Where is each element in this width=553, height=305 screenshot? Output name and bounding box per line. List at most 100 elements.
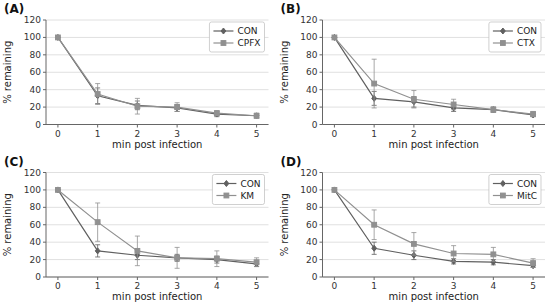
error-bar bbox=[372, 210, 377, 240]
error-bar-cap bbox=[411, 259, 416, 260]
grid-line bbox=[323, 89, 546, 90]
tick-label: 120 bbox=[24, 15, 41, 25]
legend-marker bbox=[221, 28, 226, 34]
point bbox=[175, 255, 180, 260]
tick-label: 0 bbox=[312, 272, 318, 282]
tick-label: 3 bbox=[174, 129, 180, 139]
error-bar-cap bbox=[95, 202, 100, 203]
error-bar bbox=[95, 84, 100, 105]
error-bar bbox=[254, 114, 259, 117]
error-bar bbox=[531, 259, 536, 268]
grid-line bbox=[46, 72, 269, 73]
error-bar-cap bbox=[531, 258, 536, 259]
error-bar-cap bbox=[95, 244, 100, 245]
panel: 020406080100120012345min post infection%… bbox=[2, 2, 269, 150]
panel-label: (B) bbox=[281, 2, 301, 16]
error-bar bbox=[254, 258, 259, 267]
error-bar-cap bbox=[175, 102, 180, 103]
point bbox=[451, 102, 456, 107]
grid-line bbox=[46, 20, 269, 21]
tick-label: 3 bbox=[174, 281, 180, 291]
error-bar-cap bbox=[372, 209, 377, 210]
y-axis bbox=[322, 173, 323, 278]
tick-label: 100 bbox=[300, 32, 317, 42]
error-bar-cap bbox=[411, 107, 416, 108]
tick-label: 4 bbox=[214, 281, 220, 291]
error-bar bbox=[491, 107, 496, 112]
legend: CONKM bbox=[212, 175, 264, 205]
grid-line bbox=[323, 20, 546, 21]
y-axis bbox=[46, 173, 47, 278]
y-axis-label: % remaining bbox=[2, 41, 13, 104]
tick-label: 0 bbox=[35, 272, 41, 282]
point bbox=[491, 252, 496, 257]
tick-label: 2 bbox=[411, 129, 417, 139]
grid-line bbox=[323, 72, 546, 73]
tick-label: 60 bbox=[306, 67, 318, 77]
error-bar bbox=[372, 242, 377, 254]
tick-label: 40 bbox=[306, 85, 318, 95]
x-axis bbox=[46, 124, 269, 125]
panel-label: (A) bbox=[4, 2, 24, 16]
point bbox=[175, 255, 180, 261]
point bbox=[491, 107, 496, 112]
tick-label: 3 bbox=[451, 281, 457, 291]
error-bar-cap bbox=[411, 90, 416, 91]
grid-line bbox=[323, 277, 546, 278]
legend-marker bbox=[224, 193, 229, 198]
error-bar bbox=[135, 98, 140, 114]
y-axis-label: % remaining bbox=[279, 41, 290, 104]
point bbox=[451, 251, 456, 256]
tick-label: 0 bbox=[55, 129, 61, 139]
tick-label: 120 bbox=[300, 15, 317, 25]
error-bar-cap bbox=[372, 239, 377, 240]
legend-marker bbox=[500, 28, 505, 34]
error-bar-cap bbox=[214, 266, 219, 267]
tick-label: 20 bbox=[30, 255, 42, 265]
tick-label: 1 bbox=[371, 129, 377, 139]
error-bar bbox=[95, 245, 100, 257]
error-bar bbox=[491, 107, 496, 112]
legend: CONCTX bbox=[489, 22, 541, 52]
legend-label: CON bbox=[240, 179, 260, 189]
legend-label: CON bbox=[517, 179, 537, 189]
error-bar-cap bbox=[95, 241, 100, 242]
tick-label: 80 bbox=[30, 202, 42, 212]
grid-line bbox=[323, 172, 546, 173]
tick-label: 20 bbox=[306, 102, 318, 112]
error-bar-cap bbox=[135, 114, 140, 115]
point bbox=[332, 34, 337, 40]
point bbox=[332, 188, 337, 193]
legend-label: CTX bbox=[517, 38, 535, 48]
error-bar-cap bbox=[175, 268, 180, 269]
point bbox=[372, 222, 377, 227]
point bbox=[135, 248, 140, 253]
error-bar bbox=[451, 246, 456, 262]
tick-label: 5 bbox=[254, 281, 260, 291]
error-bar bbox=[491, 247, 496, 261]
panel: 020406080100120012345min post infection%… bbox=[279, 2, 546, 150]
tick-label: 100 bbox=[300, 185, 317, 195]
error-bar-cap bbox=[175, 111, 180, 112]
error-bar-cap bbox=[254, 257, 259, 258]
point bbox=[135, 104, 140, 109]
point bbox=[332, 187, 337, 193]
error-bar bbox=[95, 203, 100, 241]
error-bar-cap bbox=[451, 261, 456, 262]
tick-label: 80 bbox=[30, 50, 42, 60]
panel: 020406080100120012345min post infection%… bbox=[279, 155, 546, 303]
tick-label: 5 bbox=[530, 281, 536, 291]
error-bar bbox=[214, 111, 219, 116]
tick-label: 1 bbox=[371, 281, 377, 291]
tick-label: 0 bbox=[332, 129, 338, 139]
tick-label: 100 bbox=[24, 185, 41, 195]
grid-line bbox=[323, 107, 546, 108]
error-bar bbox=[254, 113, 259, 118]
error-bar-cap bbox=[254, 266, 259, 267]
tick-label: 60 bbox=[30, 67, 42, 77]
tick-label: 1 bbox=[95, 281, 101, 291]
point bbox=[531, 112, 536, 117]
error-bar-cap bbox=[531, 267, 536, 268]
error-bar-cap bbox=[175, 247, 180, 248]
tick-label: 0 bbox=[332, 281, 338, 291]
